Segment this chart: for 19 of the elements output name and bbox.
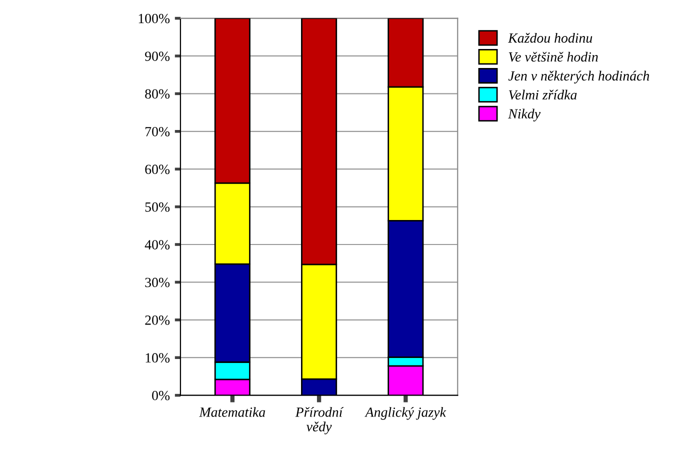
- y-tick-label: 100%: [138, 14, 170, 24]
- y-tick-label: 30%: [145, 278, 170, 288]
- y-tick-label: 60%: [145, 164, 170, 174]
- y-tick-label: 0%: [152, 390, 170, 400]
- y-tick-label: 90%: [145, 52, 170, 61]
- y-tick-label: 80%: [145, 89, 170, 99]
- x-tick-label: Anglický jazyk: [364, 407, 446, 420]
- legend-label: Jen v některých hodinách: [508, 70, 650, 84]
- y-tick-label: 20%: [145, 315, 170, 325]
- y-tick-label: 50%: [145, 202, 170, 212]
- y-tick-label: 70%: [146, 126, 170, 136]
- legend-label: Každou hodinu: [508, 32, 592, 43]
- legend-label: Nikdy: [508, 108, 541, 122]
- legend-label: Velmi zřídka: [508, 90, 577, 100]
- x-tick-label: Přírodní vědy: [295, 407, 344, 434]
- y-tick-label: 10%: [146, 353, 170, 363]
- x-tick-label: Matematika: [199, 407, 266, 417]
- legend-label: Ve většině hodin: [508, 52, 598, 62]
- y-tick-label: 40%: [144, 240, 170, 250]
